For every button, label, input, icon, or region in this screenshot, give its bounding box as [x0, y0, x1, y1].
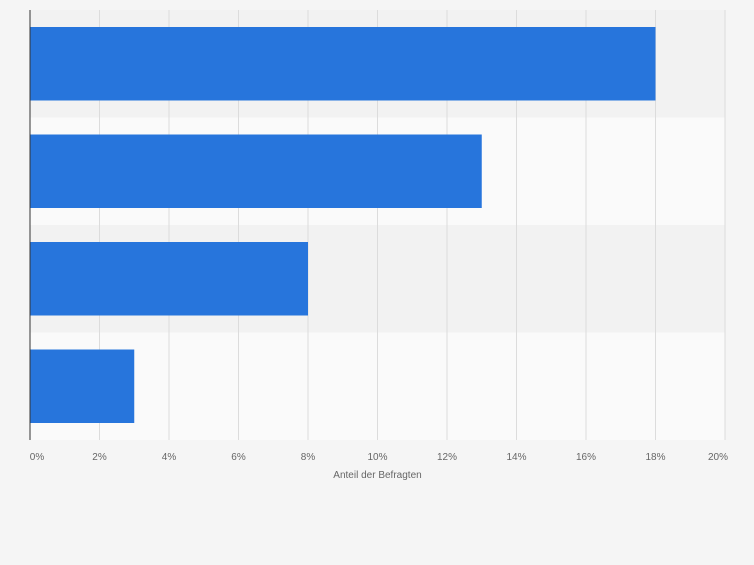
x-tick-label: 4% [162, 452, 177, 463]
x-tick-label: 6% [231, 452, 246, 463]
x-tick-label: 0% [30, 452, 45, 463]
x-tick-label: 20% [708, 452, 728, 463]
bar [30, 349, 135, 423]
bars [30, 27, 656, 423]
x-axis-label: Anteil der Befragten [333, 470, 421, 481]
bar [30, 27, 656, 101]
x-tick-label: 8% [301, 452, 316, 463]
x-tick-label: 12% [437, 452, 457, 463]
x-tick-label: 14% [506, 452, 526, 463]
bar [30, 134, 482, 208]
x-tick-label: 10% [367, 452, 387, 463]
x-tick-label: 2% [92, 452, 107, 463]
bar [30, 242, 308, 316]
x-tick-label: 16% [576, 452, 596, 463]
x-tick-label: 18% [645, 452, 665, 463]
x-tick-labels: 0% 2% 4% 6% 8% 10% 12% 14% 16% 18% 20% [30, 452, 728, 463]
